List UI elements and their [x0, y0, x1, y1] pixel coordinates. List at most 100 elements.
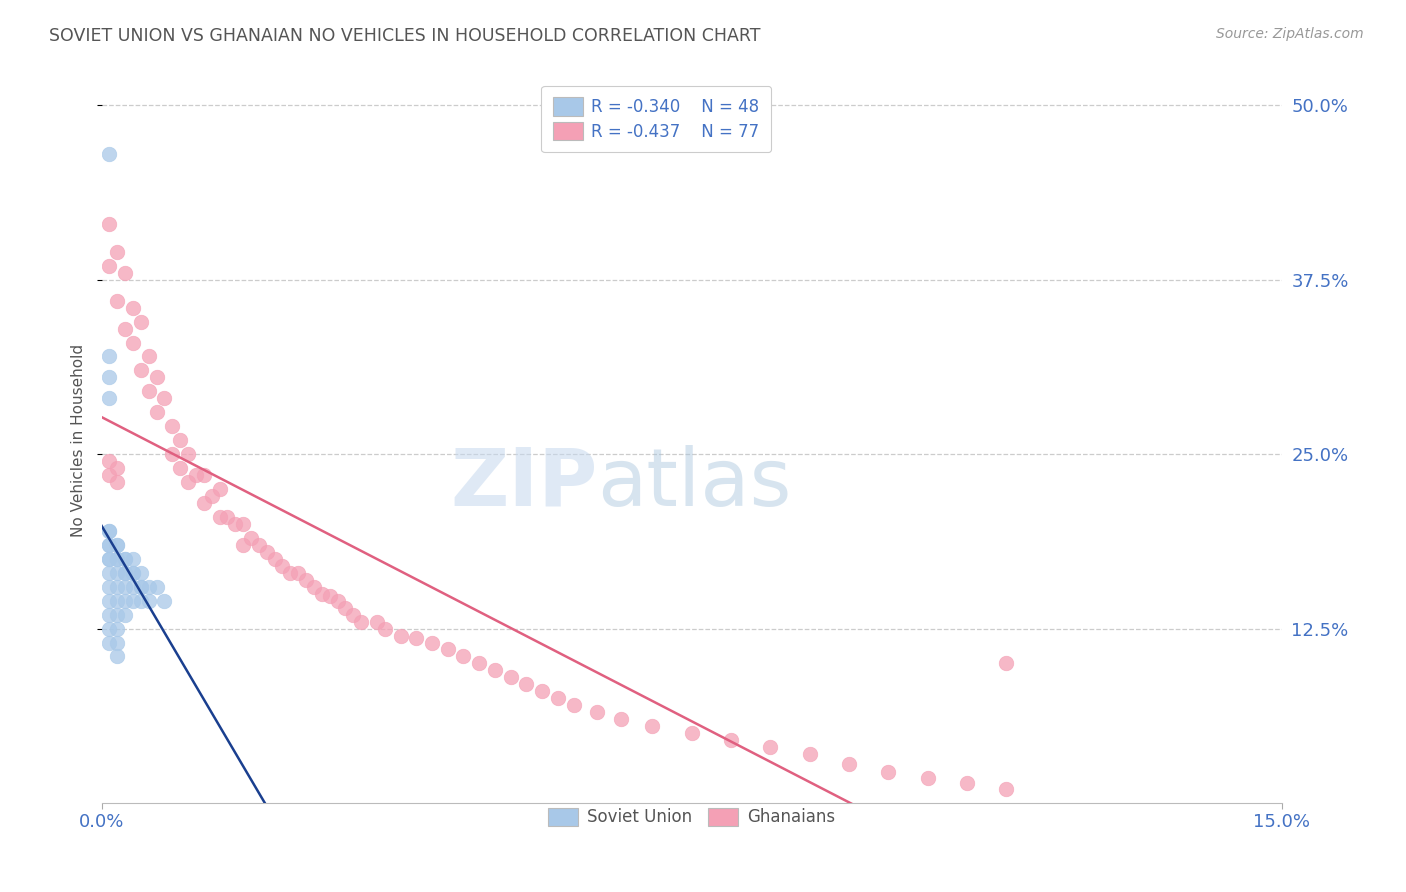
Point: [681, 726, 703, 740]
Point: [98, 538, 121, 552]
Point: [389, 628, 412, 642]
Point: [105, 293, 128, 308]
Point: [145, 370, 167, 384]
Point: [956, 776, 979, 790]
Point: [484, 664, 506, 678]
Point: [217, 510, 239, 524]
Point: [105, 551, 128, 566]
Point: [98, 370, 121, 384]
Point: [720, 733, 742, 747]
Point: [586, 706, 609, 720]
Point: [114, 593, 136, 607]
Text: Source: ZipAtlas.com: Source: ZipAtlas.com: [1216, 27, 1364, 41]
Point: [114, 566, 136, 580]
Point: [98, 524, 121, 538]
Point: [420, 635, 443, 649]
Point: [311, 587, 333, 601]
Point: [98, 350, 121, 364]
Point: [114, 607, 136, 622]
Point: [641, 719, 664, 733]
Point: [138, 384, 160, 399]
Point: [138, 580, 160, 594]
Point: [153, 392, 176, 406]
Point: [759, 740, 782, 755]
Point: [98, 147, 121, 161]
Point: [98, 524, 121, 538]
Point: [335, 600, 357, 615]
Point: [232, 516, 254, 531]
Point: [129, 315, 152, 329]
Point: [129, 363, 152, 377]
Point: [145, 580, 167, 594]
Point: [105, 551, 128, 566]
Point: [531, 684, 554, 698]
Point: [98, 622, 121, 636]
Point: [499, 670, 522, 684]
Point: [129, 580, 152, 594]
Point: [98, 566, 121, 580]
Point: [436, 642, 458, 657]
Point: [917, 771, 939, 785]
Point: [232, 538, 254, 552]
Point: [105, 622, 128, 636]
Point: [162, 419, 184, 434]
Point: [138, 350, 160, 364]
Point: [366, 615, 388, 629]
Point: [515, 677, 537, 691]
Point: [169, 461, 191, 475]
Text: atlas: atlas: [598, 445, 792, 523]
Point: [162, 447, 184, 461]
Point: [114, 580, 136, 594]
Point: [98, 468, 121, 483]
Point: [105, 538, 128, 552]
Point: [280, 566, 302, 580]
Point: [98, 538, 121, 552]
Point: [547, 691, 569, 706]
Point: [145, 405, 167, 419]
Point: [995, 782, 1018, 797]
Point: [98, 607, 121, 622]
Point: [114, 551, 136, 566]
Point: [610, 712, 633, 726]
Point: [302, 580, 325, 594]
Point: [98, 635, 121, 649]
Point: [98, 593, 121, 607]
Legend: Soviet Union, Ghanaians: Soviet Union, Ghanaians: [540, 799, 844, 835]
Point: [114, 566, 136, 580]
Point: [105, 244, 128, 259]
Point: [295, 573, 318, 587]
Point: [105, 538, 128, 552]
Y-axis label: No Vehicles in Household: No Vehicles in Household: [72, 343, 86, 537]
Point: [263, 551, 285, 566]
Point: [799, 747, 821, 761]
Point: [256, 545, 278, 559]
Point: [122, 566, 145, 580]
Point: [105, 580, 128, 594]
Point: [838, 756, 860, 771]
Point: [105, 461, 128, 475]
Point: [350, 615, 373, 629]
Point: [105, 475, 128, 489]
Point: [122, 593, 145, 607]
Text: SOVIET UNION VS GHANAIAN NO VEHICLES IN HOUSEHOLD CORRELATION CHART: SOVIET UNION VS GHANAIAN NO VEHICLES IN …: [49, 27, 761, 45]
Point: [105, 607, 128, 622]
Point: [98, 392, 121, 406]
Point: [105, 593, 128, 607]
Point: [122, 335, 145, 350]
Point: [114, 266, 136, 280]
Point: [240, 531, 263, 545]
Point: [247, 538, 270, 552]
Point: [193, 496, 215, 510]
Point: [342, 607, 364, 622]
Point: [193, 468, 215, 483]
Point: [98, 217, 121, 231]
Point: [138, 593, 160, 607]
Point: [562, 698, 585, 713]
Point: [122, 566, 145, 580]
Point: [98, 454, 121, 468]
Point: [468, 657, 491, 671]
Point: [287, 566, 309, 580]
Point: [129, 566, 152, 580]
Point: [318, 590, 340, 604]
Point: [122, 301, 145, 315]
